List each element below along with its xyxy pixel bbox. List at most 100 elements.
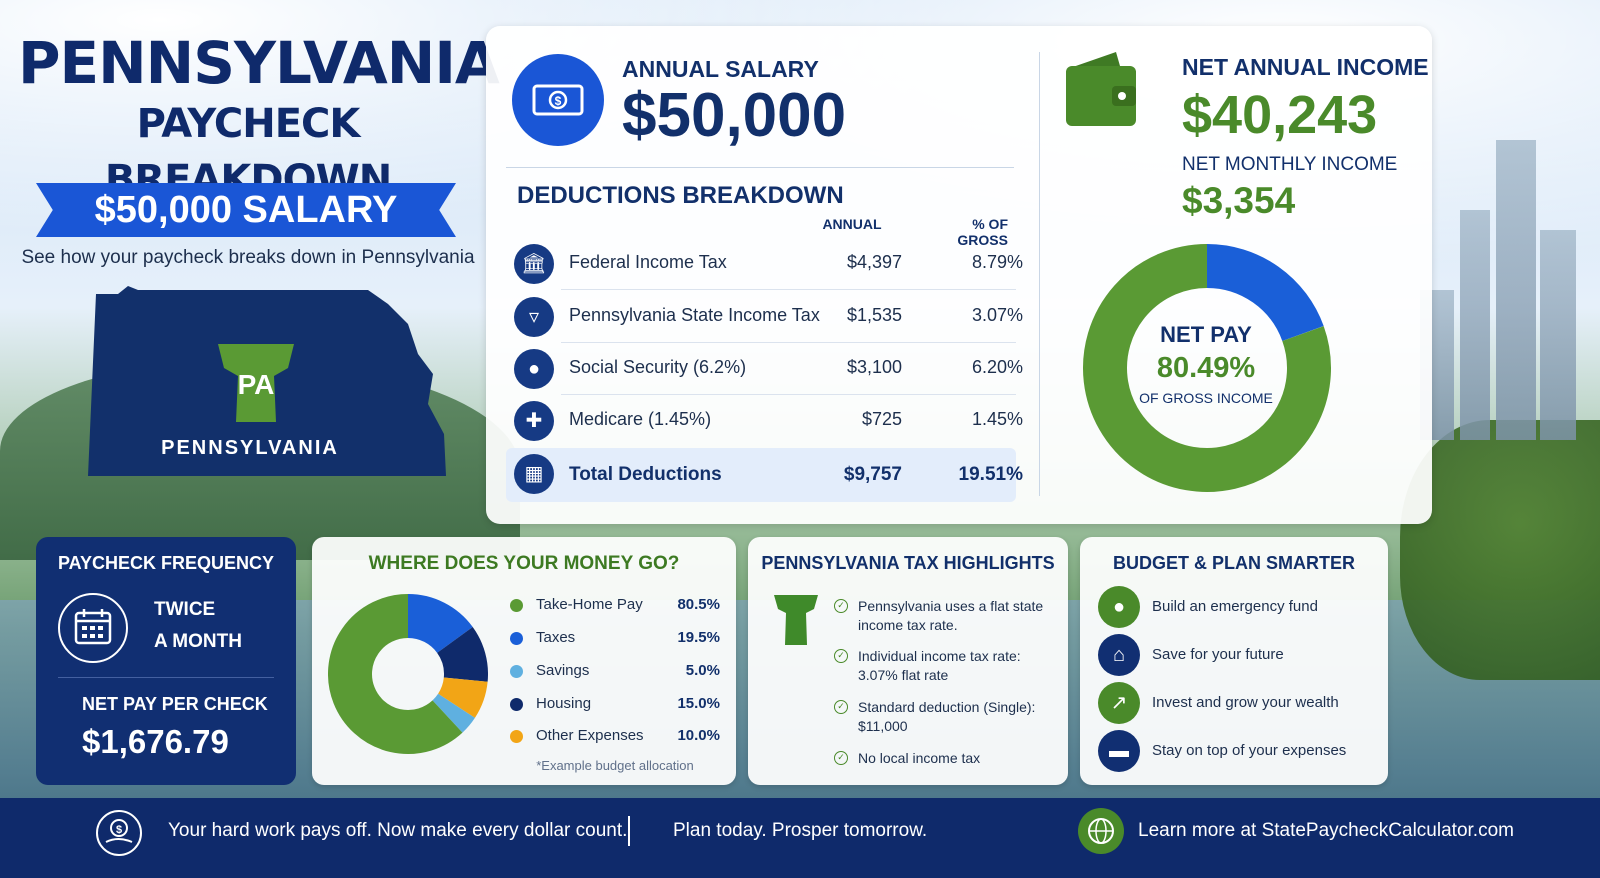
annual-salary-label: ANNUAL SALARY xyxy=(622,56,819,82)
house-icon: ⌂ xyxy=(1098,634,1140,676)
calculator-icon: ▦ xyxy=(514,454,554,494)
legend-dot xyxy=(510,665,523,678)
annual-salary-value: $50,000 xyxy=(622,81,847,150)
money-icon: $ xyxy=(512,54,604,146)
donut-slice-savings xyxy=(432,693,475,733)
budget-card: BUDGET & PLAN SMARTER ● Build an emergen… xyxy=(1080,537,1388,785)
budget-item-text: Invest and grow your wealth xyxy=(1152,694,1339,711)
budget-item-text: Save for your future xyxy=(1152,646,1284,663)
keystone-icon: ▿ xyxy=(514,297,554,337)
legend-name: Housing xyxy=(536,695,592,712)
legend-item: Other Expenses 10.0% xyxy=(510,726,720,748)
donut-slice-housing xyxy=(436,626,488,682)
svg-text:$: $ xyxy=(555,94,562,108)
legend-dot xyxy=(510,698,523,711)
budget-donut-chart xyxy=(328,594,488,754)
map-label: PENNSYLVANIA xyxy=(161,437,339,459)
footer-bar: $ Your hard work pays off. Now make ever… xyxy=(0,798,1600,878)
tax-highlights-card: PENNSYLVANIA TAX HIGHLIGHTS ✓ Pennsylvan… xyxy=(748,537,1068,785)
deduction-pct: 8.79% xyxy=(971,252,1023,272)
donut-slice-taxes xyxy=(406,594,473,654)
check-icon: ✓ xyxy=(834,700,848,714)
growth-chart-icon: ↗ xyxy=(1098,682,1140,724)
budget-item-text: Stay on top of your expenses xyxy=(1152,742,1347,759)
trees-background xyxy=(1400,420,1600,680)
deduction-pct: 6.20% xyxy=(971,357,1023,377)
budget-item: ↗ Invest and grow your wealth xyxy=(1098,682,1378,724)
donut-value: 80.49% xyxy=(1156,352,1256,384)
summary-card: $ ANNUAL SALARY $50,000 DEDUCTIONS BREAK… xyxy=(486,26,1432,524)
divider xyxy=(1039,52,1040,496)
deduction-name: Medicare (1.45%) xyxy=(569,409,712,429)
deduction-name: Social Security (6.2%) xyxy=(569,357,747,377)
deduction-annual: $3,100 xyxy=(846,357,902,377)
net-per-check-label: NET PAY PER CHECK xyxy=(82,694,268,714)
legend-value: 15.0% xyxy=(677,695,720,712)
check-icon: ✓ xyxy=(834,751,848,765)
deduction-row-total: ▦ Total Deductions $9,757 19.51% xyxy=(506,448,1023,502)
net-pay-donut xyxy=(1083,244,1331,492)
budget-item-text: Build an emergency fund xyxy=(1152,598,1318,615)
keystone-icon xyxy=(774,595,818,645)
legend-name: Take-Home Pay xyxy=(536,596,643,613)
donut-slice-take-home-pay xyxy=(328,594,463,754)
column-header-pct: % OF GROSS xyxy=(957,216,1008,248)
bank-icon: 🏛 xyxy=(514,244,554,284)
deduction-pct: 1.45% xyxy=(971,409,1023,429)
budget-title: BUDGET & PLAN SMARTER xyxy=(1113,553,1355,573)
deduction-pct: 3.07% xyxy=(971,305,1023,325)
legend-item: Savings 5.0% xyxy=(510,661,720,683)
divider xyxy=(628,816,630,846)
deduction-row-state: ▿ Pennsylvania State Income Tax $1,535 3… xyxy=(506,291,1023,343)
legend-name: Savings xyxy=(536,662,590,679)
check-icon: ✓ xyxy=(834,649,848,663)
frequency-value-line2: A MONTH xyxy=(154,631,242,652)
divider xyxy=(506,167,1014,168)
net-monthly-label: NET MONTHLY INCOME xyxy=(1182,154,1398,175)
tax-item-text: Standard deduction (Single): $11,000 xyxy=(858,699,1036,734)
legend-name: Other Expenses xyxy=(536,727,644,744)
legend-item: Take-Home Pay 80.5% xyxy=(510,595,720,617)
deduction-name: Pennsylvania State Income Tax xyxy=(569,305,820,325)
piggy-bank-icon: ● xyxy=(1098,586,1140,628)
deductions-title: DEDUCTIONS BREAKDOWN xyxy=(517,182,844,209)
check-icon: ✓ xyxy=(834,599,848,613)
net-monthly-value: $3,354 xyxy=(1182,180,1296,221)
deduction-row-medicare: ✚ Medicare (1.45%) $725 1.45% xyxy=(506,395,1023,447)
deduction-name: Federal Income Tax xyxy=(569,252,727,272)
legend-item: Housing 15.0% xyxy=(510,694,720,716)
legend-dot xyxy=(510,730,523,743)
salary-ribbon: $50,000 SALARY xyxy=(36,183,456,237)
deduction-total-name: Total Deductions xyxy=(569,464,722,485)
page-subtitle: See how your paycheck breaks down in Pen… xyxy=(21,247,475,268)
deduction-total-pct: 19.51% xyxy=(958,464,1023,485)
calendar-icon xyxy=(58,593,128,663)
tax-title: PENNSYLVANIA TAX HIGHLIGHTS xyxy=(761,553,1055,573)
frequency-value-line1: TWICE xyxy=(154,599,216,620)
net-annual-label: NET ANNUAL INCOME xyxy=(1182,54,1429,80)
donut-slice-net-pay xyxy=(1083,244,1331,492)
map-badge-text: PA xyxy=(238,369,275,400)
frequency-title: PAYCHECK FREQUENCY xyxy=(57,553,275,573)
people-icon: ● xyxy=(514,349,554,389)
money-hand-icon: $ xyxy=(96,810,142,856)
credit-card-icon: ▬ xyxy=(1098,730,1140,772)
column-header-annual: ANNUAL xyxy=(822,216,882,232)
globe-icon xyxy=(1078,808,1124,854)
donut-slice-deductions xyxy=(1206,244,1324,342)
legend-name: Taxes xyxy=(536,629,576,646)
legend-value: 10.0% xyxy=(677,727,720,744)
keystone-badge-icon xyxy=(218,344,294,422)
donut-sublabel: OF GROSS INCOME xyxy=(1139,390,1273,406)
legend-dot xyxy=(510,632,523,645)
tax-item-text: No local income tax xyxy=(858,750,981,766)
legend-value: 5.0% xyxy=(685,662,720,679)
footer-website-link[interactable]: Learn more at StatePaycheckCalculator.co… xyxy=(1138,820,1514,841)
deduction-row-social-security: ● Social Security (6.2%) $3,100 6.20% xyxy=(506,343,1023,395)
budget-item: ⌂ Save for your future xyxy=(1098,634,1378,676)
deduction-total-annual: $9,757 xyxy=(843,464,902,485)
legend-value: 19.5% xyxy=(677,629,720,646)
budget-item: ● Build an emergency fund xyxy=(1098,586,1378,628)
wallet-icon xyxy=(1066,52,1136,126)
frequency-card: PAYCHECK FREQUENCY TWICE A MONTH NET PAY… xyxy=(36,537,296,785)
